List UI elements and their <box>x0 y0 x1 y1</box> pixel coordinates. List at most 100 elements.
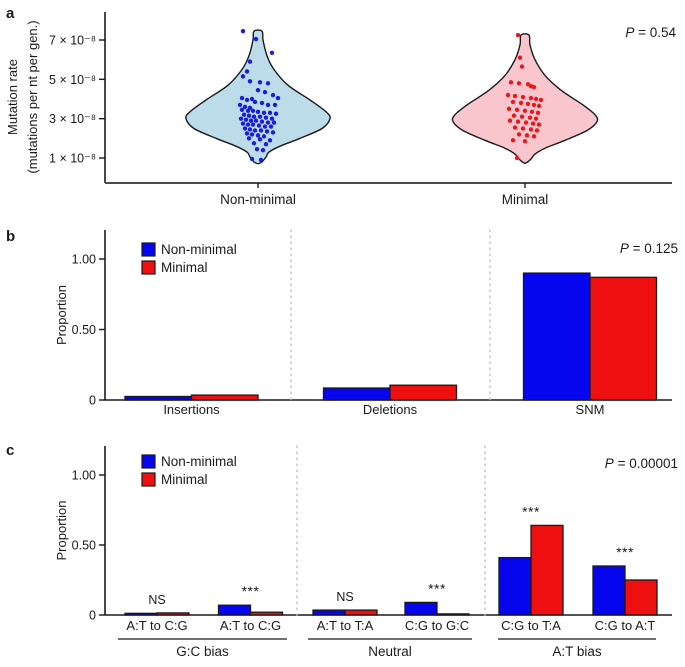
data-point-minimal <box>535 110 541 115</box>
data-point-non-minimal <box>240 28 246 34</box>
data-point-minimal <box>510 99 516 105</box>
x-tick-label-minimal: Minimal <box>502 192 549 207</box>
data-point-non-minimal <box>244 131 250 136</box>
data-point-minimal <box>510 138 516 143</box>
data-point-minimal <box>538 97 544 103</box>
data-point-non-minimal <box>268 124 274 129</box>
significance-c-g-to-t-a: *** <box>522 503 540 519</box>
data-point-non-minimal <box>247 59 253 64</box>
data-point-non-minimal <box>255 87 261 93</box>
p-value-c: P = 0.00001 <box>605 456 678 471</box>
y-tick-label: 0.50 <box>72 539 96 553</box>
data-point-minimal <box>533 96 539 102</box>
data-point-minimal <box>534 128 540 133</box>
data-point-non-minimal <box>246 136 252 141</box>
data-point-non-minimal <box>248 118 254 123</box>
data-point-minimal <box>519 64 525 69</box>
data-point-non-minimal <box>267 110 273 115</box>
data-point-minimal <box>531 134 537 139</box>
bar-c-g-to-a-t-minimal <box>624 579 658 616</box>
data-point-non-minimal <box>258 157 264 163</box>
data-point-non-minimal <box>267 138 273 143</box>
data-point-non-minimal <box>259 119 265 124</box>
bar-c-g-to-a-t-non-minimal <box>592 565 626 616</box>
data-point-non-minimal <box>261 134 267 139</box>
data-point-minimal <box>511 113 517 118</box>
data-point-minimal <box>515 32 521 38</box>
data-point-non-minimal <box>253 118 259 123</box>
data-point-non-minimal <box>242 126 248 131</box>
p-value-b: P = 0.125 <box>620 241 678 256</box>
bar-a-t-to-t-a-non-minimal <box>312 609 346 616</box>
data-point-non-minimal <box>257 114 263 119</box>
panel-letter-c: c <box>6 442 14 459</box>
data-point-minimal <box>508 80 514 85</box>
data-point-minimal <box>531 102 537 108</box>
data-point-minimal <box>514 107 520 113</box>
bar-a-t-to-c-g-minimal <box>156 612 190 616</box>
bar-insertions-minimal <box>190 394 259 401</box>
data-point-non-minimal <box>241 112 247 117</box>
data-point-minimal <box>525 101 531 107</box>
data-point-non-minimal <box>252 128 258 133</box>
x-tick-label-snm: SNM <box>576 402 605 417</box>
data-point-non-minimal <box>259 100 265 106</box>
bar-c-g-to-t-a-non-minimal <box>498 556 532 616</box>
data-point-non-minimal <box>251 141 257 146</box>
data-point-non-minimal <box>265 81 271 86</box>
violin-non-minimal <box>185 29 331 165</box>
data-point-non-minimal <box>247 79 253 84</box>
bar-a-t-to-t-a-minimal <box>344 609 378 616</box>
data-point-non-minimal <box>237 102 243 108</box>
significance-a-t-to-c-g: NS <box>148 593 165 607</box>
y-tick-label: 0.50 <box>72 323 96 337</box>
x-tick-label-non-minimal: Non-minimal <box>220 192 296 207</box>
bar-c-g-to-t-a-minimal <box>530 524 564 616</box>
x-tick-label-c-g-to-t-a: C:G to T:A <box>501 618 561 633</box>
data-point-non-minimal <box>254 146 260 152</box>
data-point-minimal <box>512 93 518 99</box>
data-point-non-minimal <box>265 120 271 125</box>
data-point-non-minimal <box>258 128 264 133</box>
data-point-non-minimal <box>271 120 277 125</box>
data-point-non-minimal <box>239 95 245 101</box>
data-point-non-minimal <box>269 50 275 55</box>
data-point-minimal <box>514 155 520 161</box>
data-point-non-minimal <box>255 109 261 114</box>
x-tick-label-deletions: Deletions <box>363 402 418 417</box>
y-tick-label: 0 <box>89 394 96 408</box>
panel-letter-a: a <box>6 5 15 22</box>
bar-a-t-to-c-g-non-minimal <box>124 612 158 616</box>
data-point-non-minimal <box>242 104 248 110</box>
group-label-a-t-bias: A:T bias <box>552 644 602 659</box>
data-point-minimal <box>522 139 528 144</box>
panel-letter-b: b <box>6 228 15 245</box>
y-tick-label: 0 <box>89 609 96 623</box>
y-axis-title-line1: Mutation rate <box>5 59 20 135</box>
y-tick-label: 1.00 <box>72 469 96 483</box>
data-point-non-minimal <box>245 122 251 127</box>
data-point-non-minimal <box>264 129 270 134</box>
data-point-minimal <box>517 55 523 60</box>
legend-label-minimal: Minimal <box>161 472 208 487</box>
p-value-a: P = 0.54 <box>625 25 676 40</box>
data-point-non-minimal <box>260 147 266 153</box>
data-point-non-minimal <box>257 137 263 142</box>
data-point-minimal <box>528 95 534 101</box>
y-tick-label: 1.00 <box>72 253 96 267</box>
bar-insertions-non-minimal <box>124 395 193 401</box>
data-point-non-minimal <box>251 114 257 119</box>
bar-deletions-minimal <box>389 384 458 401</box>
data-point-non-minimal <box>256 123 262 128</box>
data-point-minimal <box>512 125 518 130</box>
data-point-minimal <box>536 103 542 109</box>
data-point-non-minimal <box>245 108 251 114</box>
legend-swatch-non-minimal <box>141 454 156 469</box>
data-point-non-minimal <box>249 96 255 102</box>
data-point-non-minimal <box>252 99 258 105</box>
data-point-minimal <box>536 122 542 127</box>
bar-a-t-to-c-g-minimal <box>249 611 284 616</box>
data-point-non-minimal <box>244 97 250 103</box>
legend-label-non-minimal: Non-minimal <box>161 454 237 469</box>
